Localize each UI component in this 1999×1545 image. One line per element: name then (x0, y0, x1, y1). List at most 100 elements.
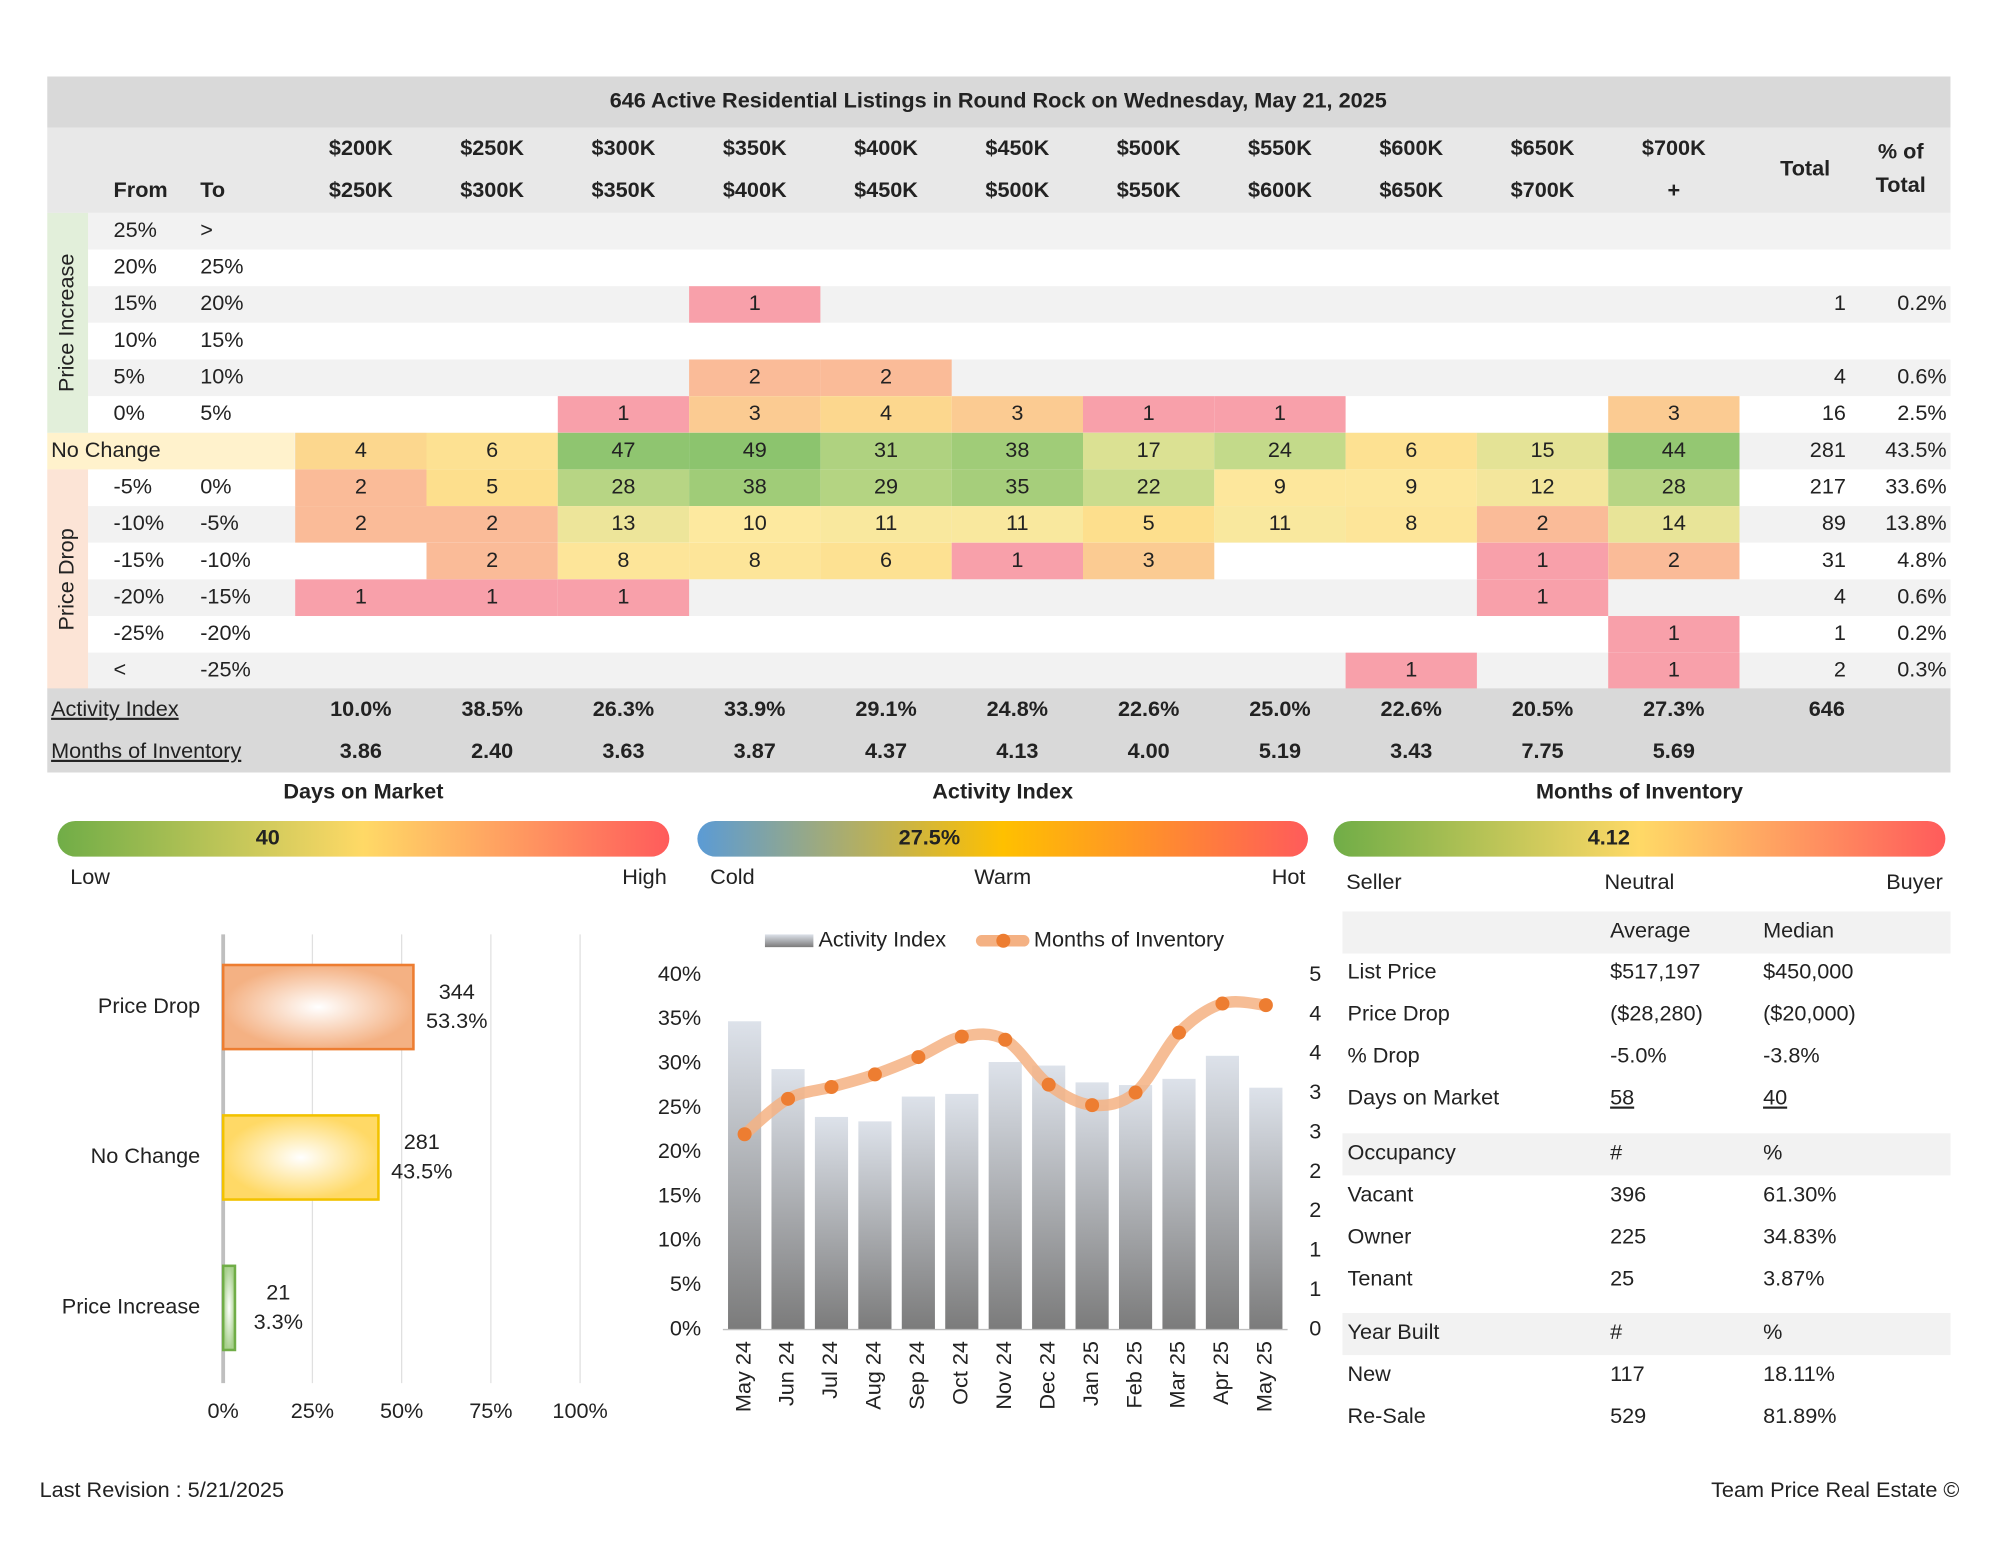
cell-value: 1 (1011, 547, 1023, 572)
cell-value: 2 (355, 473, 367, 498)
heat-cell (557, 506, 690, 543)
line-point (1041, 1077, 1056, 1092)
stats-header: Occupancy (1348, 1139, 1457, 1164)
stats-value: 18.11% (1763, 1361, 1835, 1386)
cell-value: 10 (743, 510, 767, 535)
row-label: -15% (200, 583, 251, 608)
cell-value: 14 (1662, 510, 1686, 535)
column-header: $400K (854, 135, 918, 160)
heat-cell (689, 542, 821, 580)
stats-value: 61.30% (1763, 1181, 1836, 1206)
gauge-label: Low (70, 864, 110, 889)
gauge-label: Cold (710, 864, 755, 889)
activity-value: 38.5% (461, 696, 522, 721)
gauge-label: Hot (1272, 864, 1306, 889)
stats-label: Price Drop (1348, 1000, 1450, 1025)
heat-cell (1214, 396, 1346, 433)
x-tick-label: 25% (291, 1398, 334, 1423)
cell-value: 1 (1143, 400, 1155, 425)
line-point (824, 1080, 839, 1095)
cell-value: 4 (880, 400, 892, 425)
heat-cell (689, 469, 821, 507)
column-header: $400K (723, 177, 787, 202)
months-value: 3.63 (602, 738, 644, 763)
row-total: 89 (1822, 510, 1846, 535)
activity-link[interactable]: Activity Index (51, 696, 179, 721)
activity-value: 26.3% (593, 696, 654, 721)
heat-cell (689, 396, 821, 433)
heat-cell (689, 506, 821, 543)
heat-cell (1345, 432, 1477, 470)
cell-value: 1 (1405, 657, 1417, 682)
heat-cell (1476, 469, 1609, 507)
heat-cell (689, 432, 821, 470)
stats-band (1342, 1133, 1951, 1176)
bar (858, 1121, 892, 1330)
line-point (954, 1029, 969, 1044)
heat-cell (1476, 579, 1609, 617)
row-label: 10% (200, 364, 243, 389)
cell-value: 13 (611, 510, 635, 535)
row-label: 25% (114, 217, 157, 242)
row-total: 1 (1834, 290, 1846, 315)
months-value: 4.13 (996, 738, 1038, 763)
heat-cell (951, 396, 1083, 433)
heat-cell (1476, 506, 1609, 543)
heat-cell (1608, 542, 1740, 580)
stats-band (1342, 911, 1951, 954)
column-header: $250K (329, 177, 393, 202)
bar (1032, 1065, 1066, 1330)
cell-value: 49 (743, 437, 767, 462)
bar (1162, 1078, 1196, 1330)
heat-cell (951, 542, 1083, 580)
row-total: 1 (1834, 620, 1846, 645)
months-value: 3.87 (734, 738, 776, 763)
y-tick-label: 15% (658, 1182, 701, 1207)
row-label: -25% (114, 620, 165, 645)
row-total: 217 (1810, 473, 1846, 498)
bar (1075, 1082, 1109, 1330)
line-point (911, 1050, 926, 1065)
category-label: Price Increase (62, 1294, 200, 1319)
column-header: $550K (1117, 177, 1181, 202)
heat-cell (1345, 506, 1477, 543)
activity-value: 20.5% (1512, 696, 1573, 721)
cell-value: 2 (486, 547, 498, 572)
heat-cell (557, 432, 690, 470)
cell-value: 3 (1011, 400, 1023, 425)
x-tick-label: Oct 24 (948, 1341, 973, 1405)
line-point (1171, 1025, 1187, 1040)
cell-value: 1 (486, 583, 498, 608)
cell-value: 44 (1662, 437, 1686, 462)
row-label: -5% (114, 473, 153, 498)
stats-label: Re-Sale (1348, 1403, 1426, 1428)
bar (814, 1116, 849, 1330)
heat-cell (557, 396, 690, 433)
stats-link[interactable]: 58 (1610, 1085, 1634, 1110)
row-pct: 0.2% (1897, 290, 1946, 315)
column-header: + (1668, 177, 1681, 202)
heat-cell (1214, 432, 1346, 470)
row-total: 31 (1822, 547, 1846, 572)
stats-header: # (1610, 1139, 1622, 1164)
stats-link[interactable]: 40 (1763, 1085, 1787, 1110)
row-pct: 0.3% (1897, 657, 1946, 682)
row-band (47, 432, 295, 470)
months-link[interactable]: Months of Inventory (51, 738, 241, 763)
stats-label: List Price (1348, 958, 1437, 983)
gauge-label: Seller (1346, 869, 1401, 894)
y2-tick-label: 3 (1309, 1118, 1321, 1143)
summary-band (47, 688, 1951, 773)
row-band (88, 286, 1951, 323)
gauge-value: 4.12 (1588, 825, 1630, 850)
y2-tick-label: 1 (1309, 1276, 1321, 1301)
legend-label: Activity Index (818, 926, 946, 951)
x-tick-label: 75% (469, 1398, 512, 1423)
x-tick-label: Jun 24 (774, 1341, 799, 1406)
heat-cell (557, 542, 690, 580)
x-tick-label: Aug 24 (861, 1341, 886, 1410)
heat-cell (295, 432, 427, 470)
gauge-bar (57, 820, 670, 857)
cell-value: 11 (1006, 510, 1028, 535)
column-header: $650K (1511, 135, 1575, 160)
